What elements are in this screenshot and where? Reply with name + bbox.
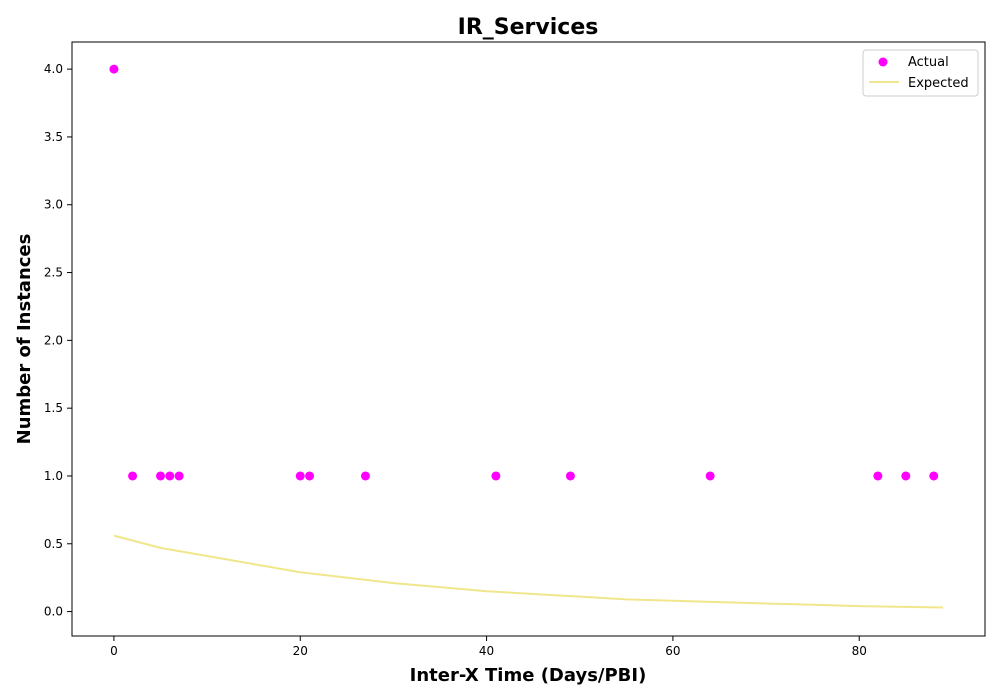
actual-point xyxy=(873,471,882,480)
legend-expected-label: Expected xyxy=(908,76,969,91)
actual-point xyxy=(706,471,715,480)
y-tick-label: 1.5 xyxy=(44,401,63,415)
series-layer xyxy=(109,65,943,608)
actual-point xyxy=(901,471,910,480)
y-axis-title: Number of Instances xyxy=(14,234,35,445)
actual-point xyxy=(296,471,305,480)
y-tick-label: 0.0 xyxy=(44,605,63,619)
y-tick-label: 0.5 xyxy=(44,537,63,551)
chart-title: IR_Services xyxy=(458,15,599,40)
x-tick-label: 40 xyxy=(479,644,494,658)
actual-point xyxy=(929,471,938,480)
x-tick-label: 20 xyxy=(293,644,308,658)
expected-line xyxy=(114,536,943,608)
actual-point xyxy=(305,471,314,480)
actual-point xyxy=(566,471,575,480)
y-tick-label: 1.0 xyxy=(44,469,63,483)
plot-area xyxy=(72,42,985,636)
y-tick-label: 3.0 xyxy=(44,198,63,212)
x-tick-label: 80 xyxy=(852,644,867,658)
y-tick-label: 2.0 xyxy=(44,333,63,347)
actual-point xyxy=(175,471,184,480)
actual-point xyxy=(491,471,500,480)
actual-point xyxy=(361,471,370,480)
x-tick-label: 0 xyxy=(110,644,118,658)
x-tick-label: 60 xyxy=(665,644,680,658)
legend: Actual Expected xyxy=(863,50,978,96)
y-axis: 0.0 0.5 1.0 1.5 2.0 2.5 3.0 3.5 4.0 xyxy=(44,62,72,618)
actual-point xyxy=(156,471,165,480)
actual-point xyxy=(165,471,174,480)
y-tick-label: 3.5 xyxy=(44,130,63,144)
x-axis: 0 20 40 60 80 xyxy=(110,636,867,658)
legend-actual-marker xyxy=(879,58,888,67)
y-tick-label: 2.5 xyxy=(44,266,63,280)
y-tick-label: 4.0 xyxy=(44,62,63,76)
actual-point xyxy=(109,65,118,74)
x-axis-title: Inter-X Time (Days/PBI) xyxy=(410,665,647,686)
legend-actual-label: Actual xyxy=(908,55,949,70)
actual-point xyxy=(128,471,137,480)
